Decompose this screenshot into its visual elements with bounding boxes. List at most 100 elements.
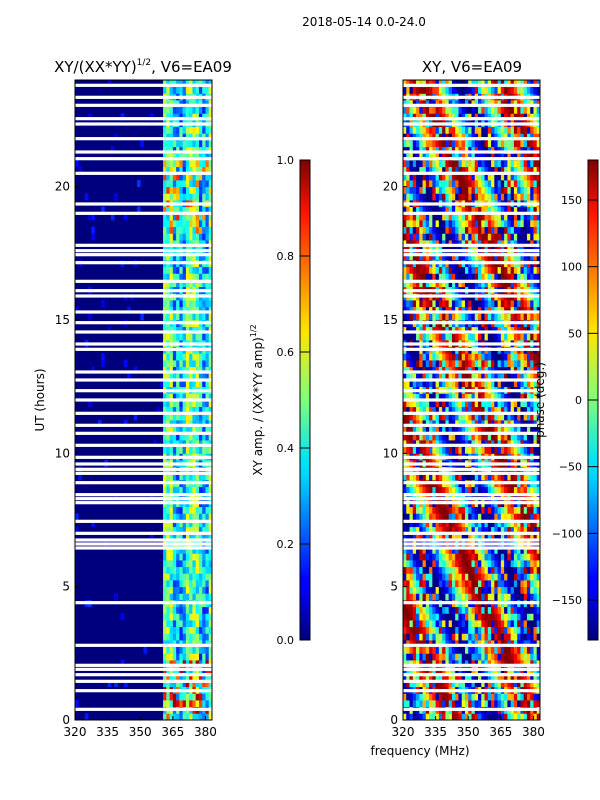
left-heatmap-cell bbox=[176, 213, 180, 221]
right-heatmap-cell bbox=[425, 546, 430, 554]
right-heatmap-cell bbox=[484, 220, 489, 228]
right-heatmap-cell bbox=[491, 300, 495, 308]
right-heatmap-cell bbox=[523, 440, 528, 448]
right-heatmap-cell bbox=[438, 426, 443, 434]
right-heatmap-cell bbox=[419, 193, 423, 201]
right-heatmap-cell bbox=[409, 440, 414, 448]
right-heatmap-cell bbox=[510, 660, 515, 668]
right-heatmap-cell bbox=[412, 646, 417, 654]
right-heatmap-cell bbox=[403, 593, 407, 601]
left-heatmap-cell bbox=[185, 553, 190, 561]
right-heatmap-cell bbox=[461, 366, 466, 374]
right-heatmap-cell bbox=[435, 206, 440, 214]
right-heatmap-cell bbox=[468, 520, 472, 528]
right-heatmap-cell bbox=[517, 333, 521, 341]
right-heatmap-cell bbox=[474, 560, 479, 568]
right-heatmap-cell bbox=[497, 573, 502, 581]
right-heatmap-cell bbox=[530, 660, 534, 668]
right-heatmap-cell bbox=[474, 546, 479, 554]
left-heatmap-cell bbox=[208, 693, 212, 701]
right-heatmap-cell bbox=[520, 713, 525, 720]
left-heatmap-cell bbox=[179, 173, 184, 181]
right-heatmap-cell bbox=[455, 593, 459, 601]
right-heatmap-cell bbox=[461, 433, 466, 441]
right-heatmap-cell bbox=[474, 653, 479, 661]
right-heatmap-cell bbox=[536, 673, 540, 681]
left-y-tick-label: 15 bbox=[55, 313, 70, 327]
right-heatmap-cell bbox=[481, 693, 485, 701]
right-heatmap-cell bbox=[448, 653, 453, 661]
right-heatmap-cell bbox=[513, 520, 518, 528]
left-heatmap-cell bbox=[176, 560, 180, 568]
right-heatmap-cell bbox=[500, 440, 505, 448]
right-heatmap-cell bbox=[412, 513, 417, 521]
right-heatmap-cell bbox=[455, 306, 459, 314]
right-heatmap-cell bbox=[478, 366, 482, 374]
right-heatmap-cell bbox=[520, 660, 525, 668]
left-heatmap-cell bbox=[172, 180, 177, 188]
right-heatmap-cell bbox=[536, 613, 540, 621]
right-heatmap-cell bbox=[432, 266, 437, 274]
left-heatmap-cell bbox=[166, 606, 170, 614]
right-heatmap-cell bbox=[471, 413, 476, 421]
right-heatmap-cell bbox=[530, 213, 534, 221]
left-heatmap-cell bbox=[176, 193, 180, 201]
right-heatmap-cell bbox=[438, 180, 443, 188]
right-heatmap-cell bbox=[468, 446, 472, 454]
left-heatmap-cell bbox=[123, 680, 128, 688]
left-heatmap-cell bbox=[208, 413, 212, 421]
left-heatmap-cell bbox=[192, 126, 197, 134]
left-heatmap-cell bbox=[208, 513, 212, 521]
left-heatmap-cell bbox=[202, 566, 206, 574]
right-heatmap-cell bbox=[409, 506, 414, 514]
right-heatmap-cell bbox=[461, 713, 466, 720]
right-heatmap-cell bbox=[435, 366, 440, 374]
right-heatmap-cell bbox=[487, 646, 492, 654]
right-heatmap-cell bbox=[500, 526, 505, 534]
right-heatmap-cell bbox=[471, 613, 476, 621]
left-heatmap-cell bbox=[189, 446, 193, 454]
right-heatmap-cell bbox=[517, 326, 521, 334]
right-heatmap-cell bbox=[468, 333, 472, 341]
right-heatmap-cell bbox=[416, 473, 420, 481]
right-heatmap-cell bbox=[435, 573, 440, 581]
right-heatmap-cell bbox=[416, 420, 420, 428]
right-heatmap-cell bbox=[500, 473, 505, 481]
left-heatmap-cell bbox=[169, 300, 174, 308]
right-heatmap-cell bbox=[481, 580, 485, 588]
left-heatmap-cell bbox=[195, 146, 200, 154]
right-heatmap-cell bbox=[533, 266, 538, 274]
right-heatmap-cell bbox=[448, 673, 453, 681]
right-heatmap-cell bbox=[458, 593, 463, 601]
left-heatmap-cell bbox=[202, 680, 206, 688]
right-heatmap-cell bbox=[484, 680, 489, 688]
right-heatmap-cell bbox=[500, 273, 505, 281]
left-heatmap-cell bbox=[208, 526, 212, 534]
right-heatmap-cell bbox=[403, 693, 407, 701]
right-heatmap-cell bbox=[484, 700, 489, 708]
right-heatmap-cell bbox=[497, 493, 502, 501]
left-heatmap-cell bbox=[179, 620, 184, 628]
right-heatmap-cell bbox=[412, 606, 417, 614]
left-heatmap-cell bbox=[185, 160, 190, 168]
left-flagged-row bbox=[75, 202, 212, 206]
left-heatmap-cell bbox=[172, 646, 177, 654]
right-heatmap-cell bbox=[530, 593, 534, 601]
right-heatmap-cell bbox=[435, 640, 440, 648]
right-heatmap-cell bbox=[533, 233, 538, 241]
right-heatmap-cell bbox=[517, 526, 521, 534]
right-heatmap-cell bbox=[500, 506, 505, 514]
right-heatmap-cell bbox=[520, 506, 525, 514]
right-heatmap-cell bbox=[416, 693, 420, 701]
right-heatmap-cell bbox=[530, 526, 534, 534]
right-heatmap-cell bbox=[497, 586, 502, 594]
right-heatmap-cell bbox=[425, 473, 430, 481]
right-heatmap-cell bbox=[471, 620, 476, 628]
right-heatmap-cell bbox=[494, 373, 498, 381]
left-heatmap-cell bbox=[205, 300, 210, 308]
right-heatmap-cell bbox=[510, 620, 515, 628]
left-heatmap-cell bbox=[182, 580, 187, 588]
left-heatmap-cell bbox=[172, 353, 177, 361]
right-heatmap-cell bbox=[451, 413, 456, 421]
right-heatmap-cell bbox=[438, 213, 443, 221]
